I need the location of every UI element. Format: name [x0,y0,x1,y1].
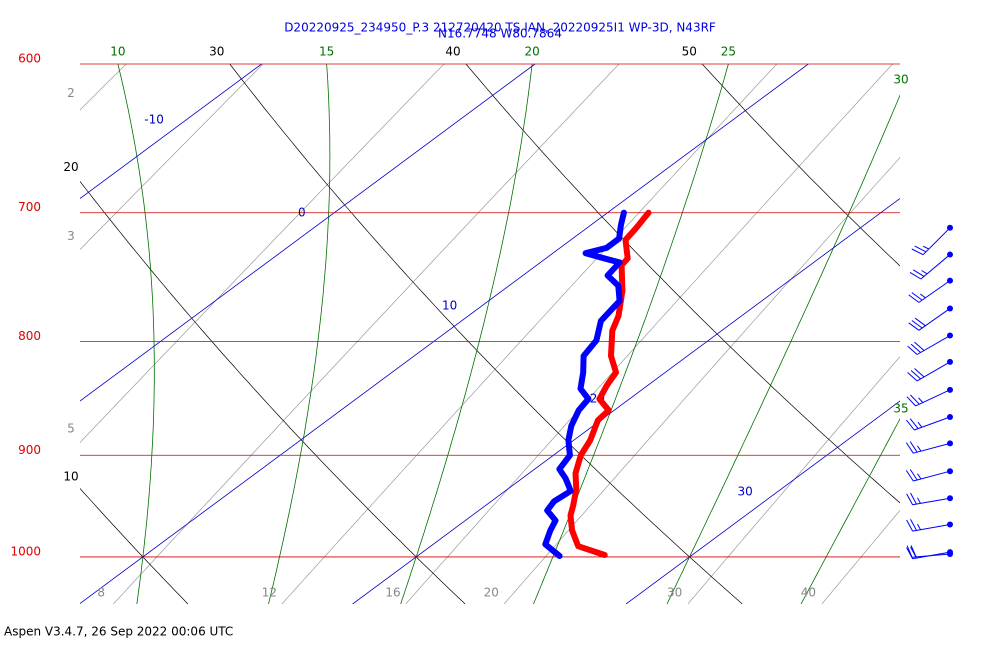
mixing-ratio-line [821,509,900,604]
mixing-ratio-label: 20 [484,586,499,600]
mixing-ratio-label: 40 [801,586,816,600]
pressure-label: 600 [18,52,41,66]
mixing-ratio-label: 8 [97,586,105,600]
moist-adiabat-label: 20 [524,45,539,59]
isotherm [80,64,262,200]
dry-adiabat [80,487,189,604]
pressure-label: 1000 [10,544,41,558]
wind-barb [909,251,953,280]
wind-barb [906,386,953,407]
dry-adiabat-label: 40 [445,45,460,59]
wind-barb [908,277,953,303]
moist-adiabat [666,94,900,604]
mixing-ratio-line [687,356,900,604]
chart-subtitle: N16.7748 W80.7864 [438,27,562,41]
mixing-ratio-label: 2 [67,86,75,100]
moist-adiabat [268,64,331,604]
pressure-label: 900 [18,443,41,457]
sounding-profile [567,209,652,558]
wind-barb [907,358,953,382]
mixing-ratio-label: 12 [262,586,277,600]
isotherm [80,64,536,402]
wind-barb-shape [908,280,951,303]
wind-barb [906,413,953,431]
mixing-ratio-label: 3 [67,229,75,243]
wind-barb-shape [907,361,951,382]
mixing-ratio-line [405,64,893,604]
mixing-ratio-line [80,64,445,443]
mixing-ratio-label: 30 [667,586,682,600]
moist-adiabat-label: 10 [110,45,125,59]
wind-barb-shape [906,389,951,407]
dry-adiabat [465,64,900,504]
mixing-ratio-line [80,64,264,250]
dry-adiabat-label: 30 [209,45,224,59]
dry-adiabat-label: 20 [63,160,78,174]
wind-barb-shape [907,335,951,355]
moist-adiabat [400,64,533,604]
moist-adiabat [533,64,729,604]
wind-barb-shape [906,519,951,532]
moist-adiabat-label: 15 [319,45,334,59]
pressure-label: 700 [18,200,41,214]
isotherm [80,64,809,604]
dry-adiabat [80,180,466,604]
background-lines [80,64,900,604]
isotherm-label: 30 [738,485,753,499]
dry-adiabat-label: 50 [682,45,697,59]
wind-barb-shape [911,227,951,256]
wind-barb [905,440,953,454]
mixing-ratio-label: 16 [385,586,400,600]
wind-barb-shape [906,492,951,506]
wind-barb [906,519,953,532]
footer: Aspen V3.4.7, 26 Sep 2022 00:06 UTC [4,625,233,639]
sounding-profile [542,209,627,559]
moist-adiabat-label: 35 [893,401,908,415]
moist-adiabat [117,64,155,604]
wind-barb [908,305,953,331]
wind-barb [906,545,953,558]
moist-adiabat-label: 25 [721,45,736,59]
wind-barb-shape [905,441,951,454]
isotherm-label: 10 [442,299,457,313]
wind-barb [911,224,953,256]
wind-barb [905,468,953,482]
dry-adiabat-label: 10 [63,469,78,483]
wind-barb [906,492,953,506]
dry-adiabat [229,64,743,604]
wind-barb-shape [909,254,951,280]
isotherm [352,198,900,604]
wind-barb-shape [905,469,951,482]
wind-barb-shape [908,308,951,331]
moist-adiabat [800,418,900,604]
moist-adiabat-label: 30 [893,72,908,86]
wind-barb-shape [906,416,951,431]
isotherm [625,400,900,604]
mixing-ratio-line [113,64,620,604]
isotherm-label: 0 [298,206,306,220]
wind-barb-shape [906,545,951,558]
dry-adiabat [701,64,900,267]
isotherm-label: -10 [144,113,164,127]
pressure-label: 800 [18,329,41,343]
mixing-ratio-line [281,64,778,604]
mixing-ratio-line [503,157,900,604]
wind-barb [907,332,953,355]
chart-title: D20220925_234950_P.3 212720420 TS IAN, 2… [284,21,716,35]
mixing-ratio-label: 5 [67,422,75,436]
